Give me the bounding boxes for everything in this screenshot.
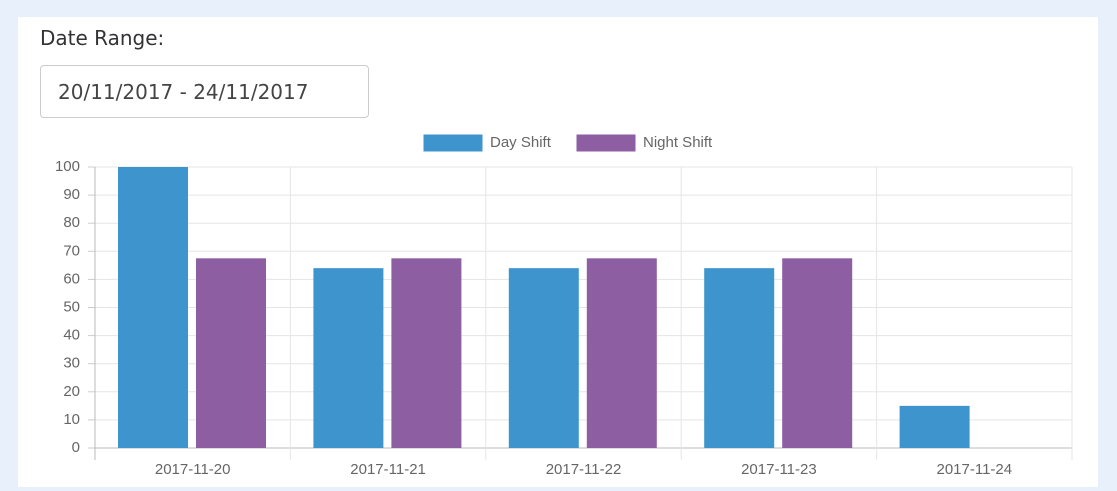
bar [899, 405, 970, 448]
x-tick-label: 2017-11-22 [546, 461, 622, 478]
legend-swatch [575, 133, 637, 153]
bar [782, 258, 853, 448]
bar [391, 258, 462, 448]
legend-swatch [422, 133, 484, 153]
bar [118, 167, 188, 448]
y-tick-label: 40 [63, 327, 80, 344]
y-tick-label: 80 [63, 214, 80, 231]
bar [704, 268, 775, 448]
y-tick-label: 10 [63, 411, 80, 428]
y-tick-label: 100 [55, 158, 80, 175]
bar [196, 258, 266, 448]
legend-label: Day Shift [490, 134, 552, 151]
x-tick-label: 2017-11-21 [350, 461, 426, 478]
legend-label: Night Shift [643, 134, 713, 151]
y-tick-label: 30 [63, 355, 80, 372]
bar [508, 268, 579, 448]
y-tick-label: 60 [63, 270, 80, 287]
x-tick-label: 2017-11-23 [741, 461, 817, 478]
y-tick-label: 70 [63, 242, 80, 259]
x-tick-label: 2017-11-24 [936, 461, 1012, 478]
bar [313, 268, 384, 448]
date-range-input[interactable]: 20/11/2017 - 24/11/2017 [40, 65, 369, 118]
y-tick-label: 90 [63, 186, 80, 203]
bar [586, 258, 657, 448]
y-tick-label: 0 [72, 439, 80, 456]
date-range-label: Date Range: [40, 26, 165, 50]
x-tick-label: 2017-11-20 [155, 461, 231, 478]
y-tick-label: 50 [63, 298, 80, 315]
y-tick-label: 20 [63, 383, 80, 400]
